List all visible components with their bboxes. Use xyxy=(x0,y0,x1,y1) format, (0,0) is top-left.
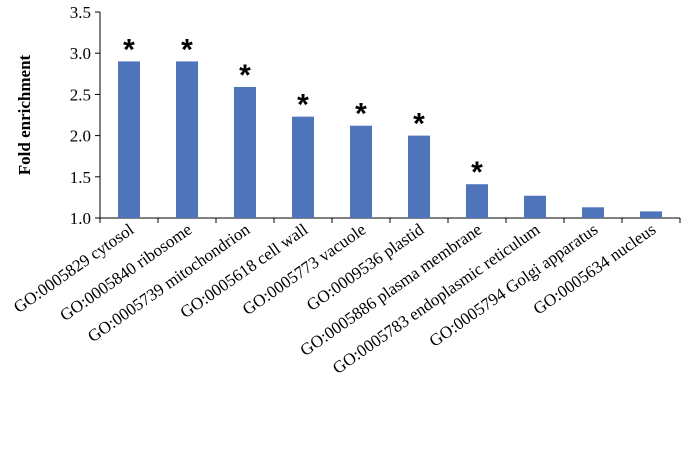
significance-star: * xyxy=(181,33,193,66)
significance-star: * xyxy=(471,156,483,189)
y-tick-label: 3.5 xyxy=(70,3,91,22)
y-tick-label: 3.0 xyxy=(70,44,91,63)
y-tick-label: 1.0 xyxy=(70,209,91,228)
significance-markers: * * * * * * * xyxy=(123,33,483,189)
bar xyxy=(524,195,546,218)
bar xyxy=(176,61,198,218)
y-tick-label: 2.0 xyxy=(70,127,91,146)
y-axis-ticks: 1.0 1.5 2.0 2.5 3.0 3.5 xyxy=(70,3,100,228)
y-axis-title-group: Fold enrichment xyxy=(15,54,34,175)
significance-star: * xyxy=(355,98,367,131)
bar xyxy=(466,184,488,218)
significance-star: * xyxy=(413,108,425,141)
bar xyxy=(350,125,372,218)
bar xyxy=(582,207,604,218)
bars xyxy=(118,61,662,218)
bar xyxy=(292,116,314,218)
significance-star: * xyxy=(297,89,309,122)
bar xyxy=(118,61,140,218)
bar xyxy=(234,86,256,218)
bar xyxy=(408,135,430,218)
y-tick-label: 1.5 xyxy=(70,168,91,187)
y-axis-title: Fold enrichment xyxy=(15,54,34,175)
significance-star: * xyxy=(123,33,135,66)
significance-star: * xyxy=(239,59,251,92)
y-tick-label: 2.5 xyxy=(70,85,91,104)
bar xyxy=(640,211,662,218)
